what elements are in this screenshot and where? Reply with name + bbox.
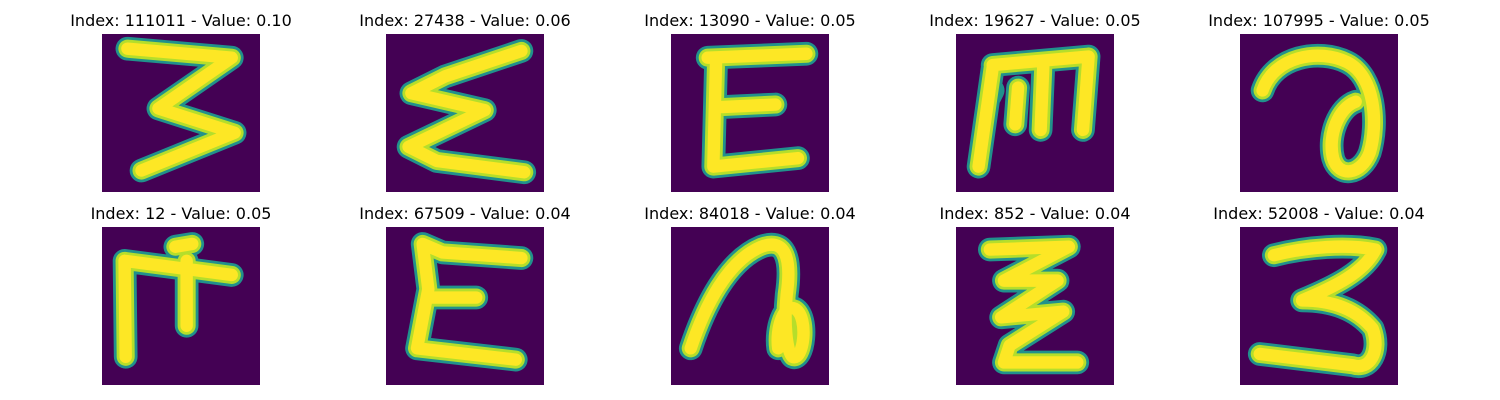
loop-shaped-character-image [671, 227, 829, 385]
grid-cell: Index: 27438 - Value: 0.06 [345, 10, 585, 192]
image-title: Index: 12 - Value: 0.05 [90, 204, 272, 223]
three-shaped-character-image [102, 34, 260, 192]
grid-cell: Index: 19627 - Value: 0.05 [915, 10, 1155, 192]
grid-cell: Index: 84018 - Value: 0.04 [630, 203, 870, 385]
grid-cell: Index: 852 - Value: 0.04 [915, 203, 1155, 385]
z-shaped-character-image [956, 227, 1114, 385]
grid-cell: Index: 111011 - Value: 0.10 [61, 10, 301, 192]
grid-cell: Index: 107995 - Value: 0.05 [1199, 10, 1439, 192]
sigma-like-character-image [386, 34, 544, 192]
loop-shaped-character-image [1240, 34, 1398, 192]
image-title: Index: 27438 - Value: 0.06 [359, 11, 571, 30]
image-title: Index: 67509 - Value: 0.04 [359, 204, 571, 223]
grid-cell: Index: 52008 - Value: 0.04 [1199, 203, 1439, 385]
grid-cell: Index: 13090 - Value: 0.05 [630, 10, 870, 192]
image-title: Index: 19627 - Value: 0.05 [929, 11, 1141, 30]
m-shaped-character-image [102, 227, 260, 385]
image-title: Index: 111011 - Value: 0.10 [70, 11, 292, 30]
image-title: Index: 107995 - Value: 0.05 [1208, 11, 1430, 30]
grid-cell: Index: 67509 - Value: 0.04 [345, 203, 585, 385]
E-shaped-character-image [386, 227, 544, 385]
image-title: Index: 84018 - Value: 0.04 [644, 204, 856, 223]
three-shaped-character-image [1240, 227, 1398, 385]
m-shaped-character-image [956, 34, 1114, 192]
image-title: Index: 13090 - Value: 0.05 [644, 11, 856, 30]
image-title: Index: 52008 - Value: 0.04 [1213, 204, 1425, 223]
image-title: Index: 852 - Value: 0.04 [939, 204, 1131, 223]
E-shaped-character-image [671, 34, 829, 192]
grid-cell: Index: 12 - Value: 0.05 [61, 203, 301, 385]
